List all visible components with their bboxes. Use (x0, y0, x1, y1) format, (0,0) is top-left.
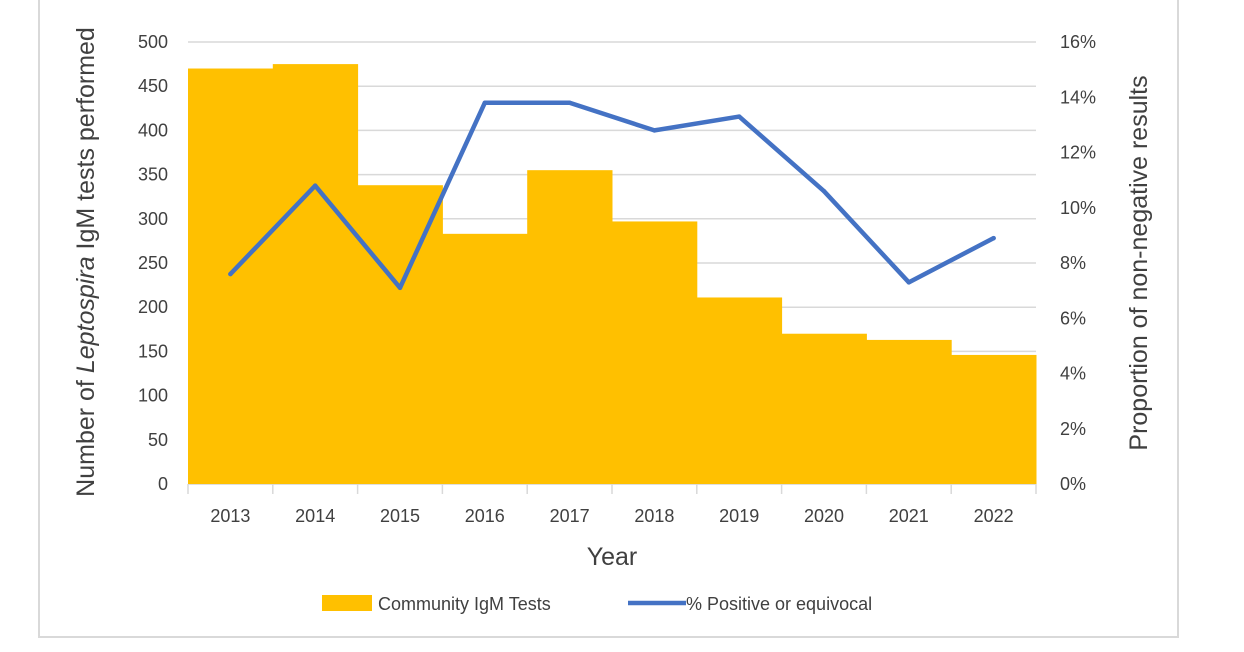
chart-frame (38, 0, 1179, 638)
y-tick-label: 500 (138, 32, 168, 52)
y-tick-label: 50 (148, 430, 168, 450)
line-point (313, 183, 318, 188)
bar (951, 354, 1037, 484)
y-axis-title-part-1: Number of (72, 373, 100, 497)
y2-tick-label: 6% (1060, 308, 1086, 328)
bar-series (188, 64, 1037, 485)
line-series (228, 100, 996, 291)
x-tick-label: 2017 (550, 506, 590, 526)
bar (272, 64, 359, 484)
y2-tick-label: 14% (1060, 87, 1096, 107)
y2-tick-label: 2% (1060, 419, 1086, 439)
y2-tick-label: 12% (1060, 143, 1096, 163)
y2-tick-label: 4% (1060, 364, 1086, 384)
left-axis-ticks: 0 50 100 150 200 250 300 350 400 450 500 (138, 32, 168, 494)
right-axis-ticks: 0% 2% 4% 6% 8% 10% 12% 14% 16% (1060, 32, 1096, 494)
y-tick-label: 400 (138, 120, 168, 140)
y-tick-label: 0 (158, 474, 168, 494)
line-point (652, 128, 657, 133)
y-tick-label: 250 (138, 253, 168, 273)
legend-label-bars: Community IgM Tests (378, 594, 551, 614)
line-point (906, 280, 911, 285)
y2-tick-label: 10% (1060, 198, 1096, 218)
x-tick-label: 2018 (634, 506, 674, 526)
line-path (228, 100, 996, 291)
y-tick-label: 450 (138, 76, 168, 96)
x-tick-label: 2015 (380, 506, 420, 526)
y-tick-label: 350 (138, 165, 168, 185)
line-point (567, 100, 572, 105)
bar (357, 185, 443, 484)
bar (527, 170, 613, 484)
y-axis-title-part-3: IgM tests performed (72, 27, 100, 256)
x-tick-label: 2021 (889, 506, 929, 526)
y2-tick-label: 8% (1060, 253, 1086, 273)
x-tick-label: 2016 (465, 506, 505, 526)
legend-label-line: % Positive or equivocal (686, 594, 872, 614)
bar (866, 339, 952, 484)
y-axis-title-part-2: Leptospira (72, 256, 100, 373)
line-point (991, 235, 996, 241)
x-axis-title: Year (587, 543, 638, 571)
line-point (737, 114, 742, 119)
line-point (482, 100, 487, 105)
x-tick-label: 2020 (804, 506, 844, 526)
line-point (397, 285, 403, 291)
line-point (228, 271, 233, 277)
y2-tick-label: 16% (1060, 32, 1096, 52)
x-tick-label: 2019 (719, 506, 759, 526)
y-tick-label: 150 (138, 341, 168, 361)
x-tick-label: 2022 (974, 506, 1014, 526)
y2-axis-title: Proportion of non-negative results (1125, 75, 1153, 450)
x-tick-label: 2014 (295, 506, 335, 526)
y-tick-label: 200 (138, 297, 168, 317)
bar (781, 333, 867, 484)
x-tick-label: 2013 (210, 506, 250, 526)
line-point (821, 188, 827, 194)
y2-tick-label: 0% (1060, 474, 1086, 494)
bar (612, 221, 698, 484)
y-axis-title: Number of Leptospira IgM tests performed (72, 27, 100, 497)
y-tick-label: 100 (138, 386, 168, 406)
bar (696, 297, 783, 484)
y-tick-label: 300 (138, 209, 168, 229)
legend: Community IgM Tests % Positive or equivo… (322, 594, 872, 614)
legend-swatch-bars (322, 595, 372, 611)
bar (442, 233, 528, 484)
x-axis-ticks: 2013 2014 2015 2016 2017 2018 2019 2020 2021 2022 (187, 484, 1037, 526)
